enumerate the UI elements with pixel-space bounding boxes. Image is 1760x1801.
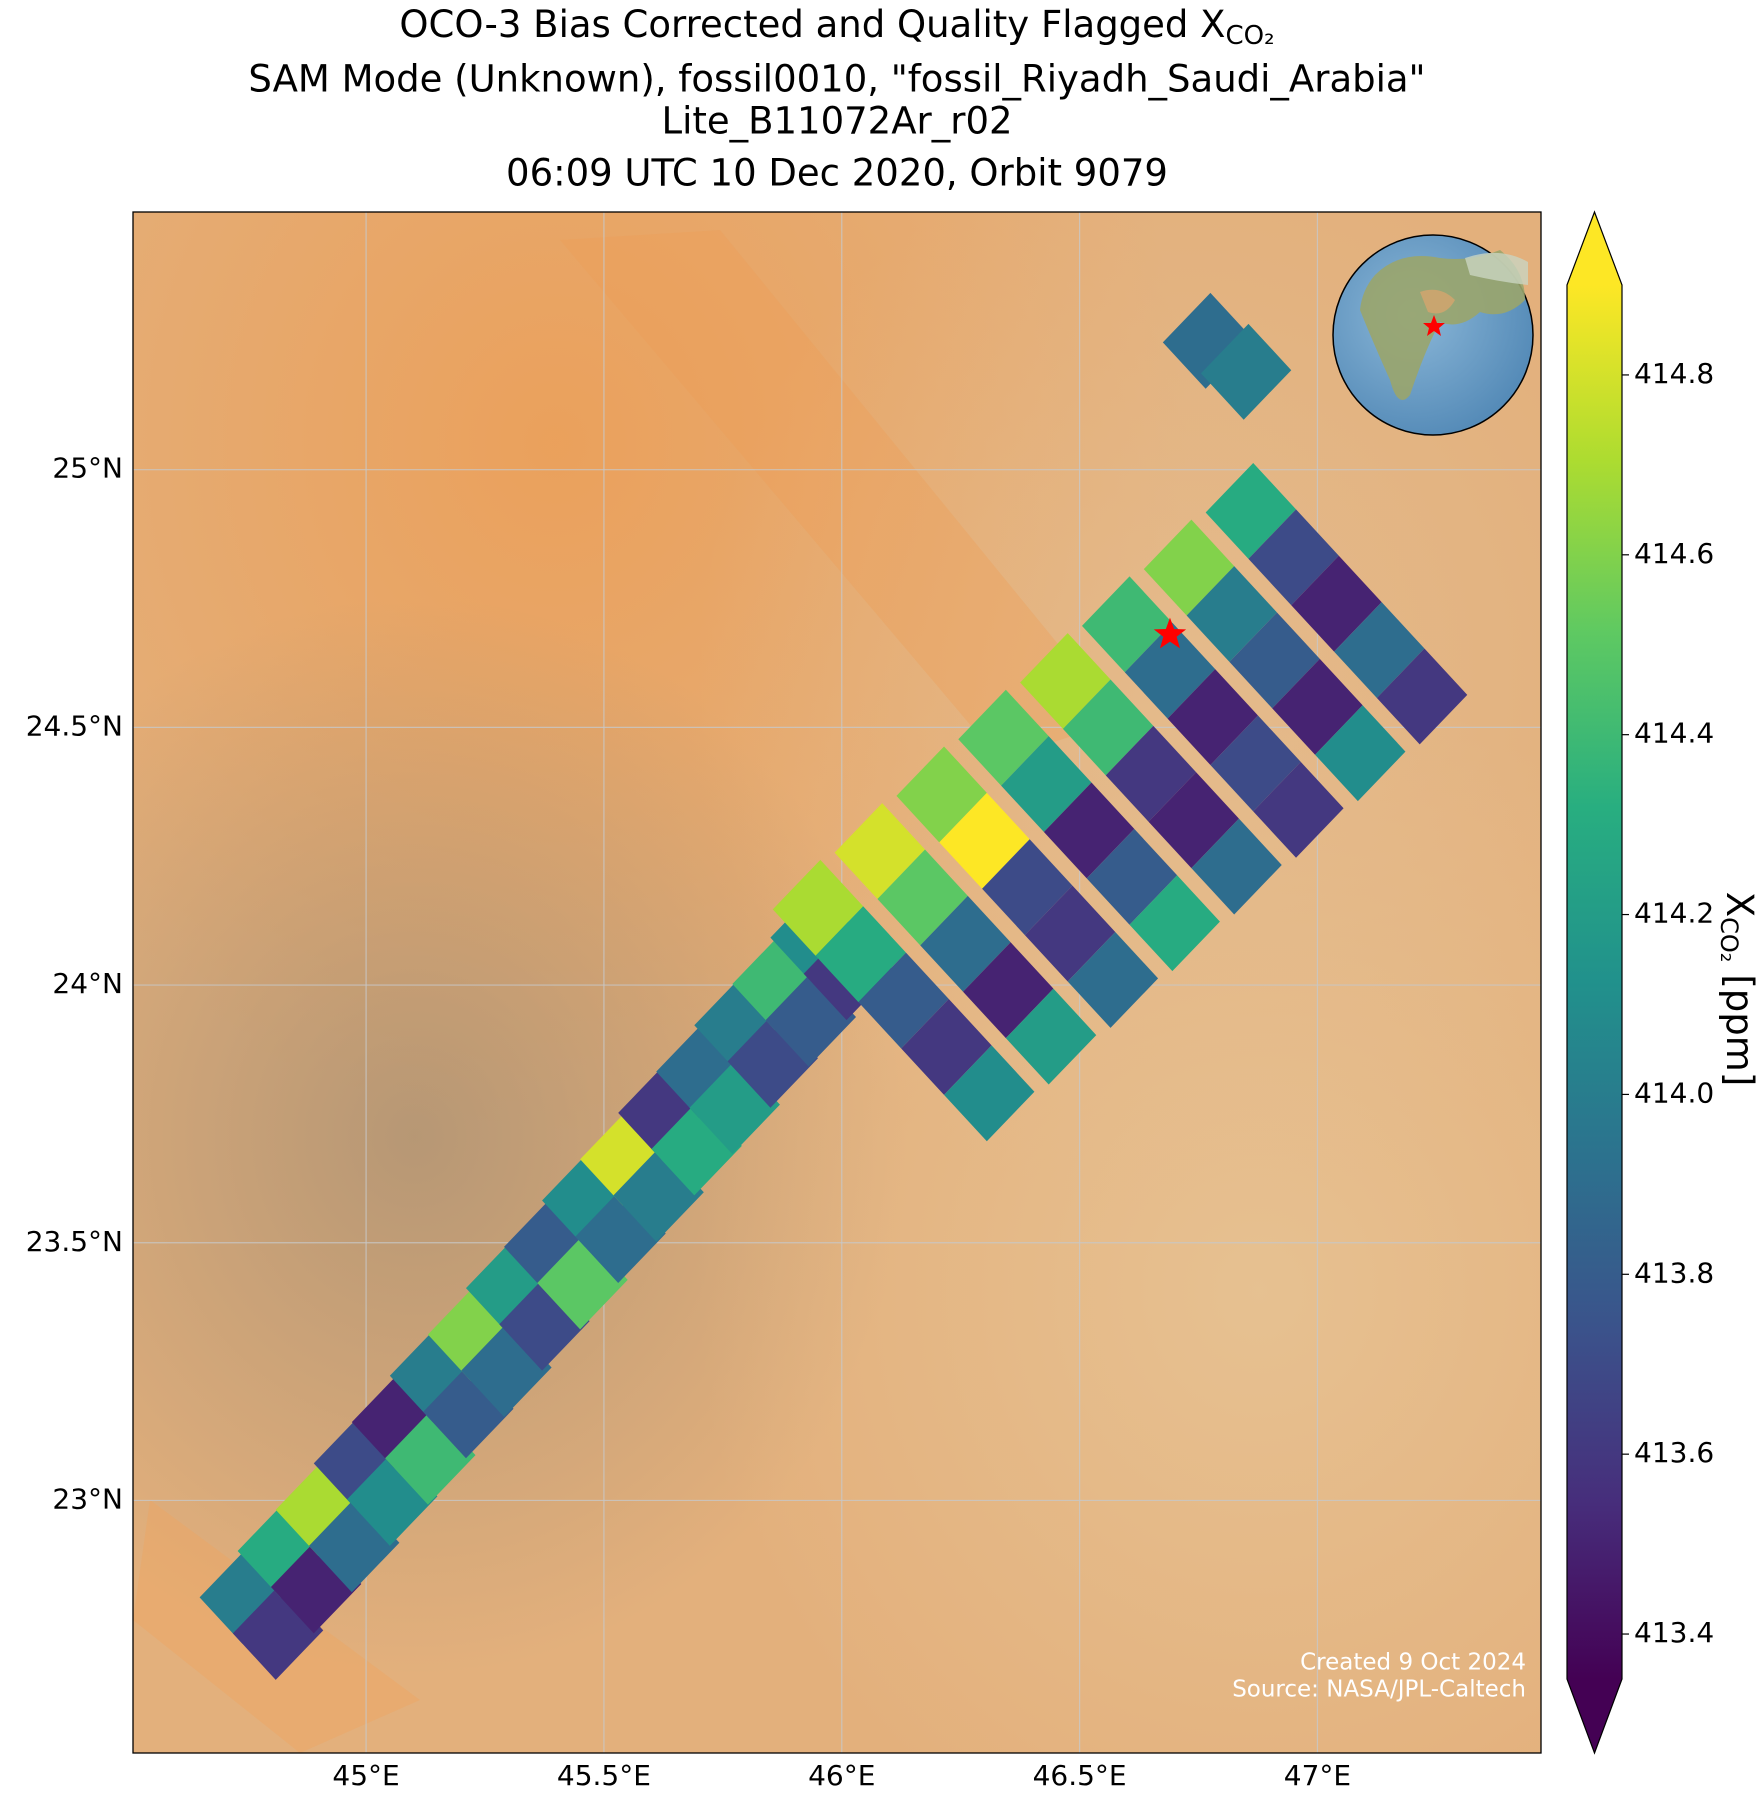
swath-cell bbox=[1062, 679, 1154, 776]
swath-cell bbox=[1143, 519, 1235, 616]
swath-cell bbox=[920, 895, 1011, 992]
annotation: Created 9 Oct 2024 bbox=[1300, 1650, 1526, 1676]
swath bbox=[199, 292, 1468, 1680]
swath-cell bbox=[1248, 509, 1339, 606]
y-tick-label: 24°N bbox=[52, 967, 123, 1000]
swath-cell bbox=[1086, 828, 1178, 925]
swath-cell bbox=[1191, 818, 1282, 915]
colorbar-tick-label: 414.0 bbox=[1634, 1076, 1714, 1109]
swath-cell bbox=[1229, 612, 1320, 709]
swath-cell bbox=[958, 689, 1049, 786]
colorbar-tick-label: 413.4 bbox=[1634, 1616, 1714, 1649]
map-frame bbox=[132, 211, 1542, 1754]
swath-cell bbox=[815, 906, 906, 1003]
colorbar-tick-label: 414.8 bbox=[1634, 357, 1714, 390]
x-tick-label: 46.5°E bbox=[1033, 1759, 1127, 1792]
x-tick-label: 47°E bbox=[1284, 1759, 1351, 1792]
swath-cell bbox=[963, 942, 1054, 1039]
title-line: SAM Mode (Unknown), fossil0010, "fossil_… bbox=[248, 58, 1425, 101]
colorbar-label-unit: [ppm] bbox=[1719, 974, 1760, 1086]
colorbar-label-text: X bbox=[1719, 892, 1760, 917]
title-line: 06:09 UTC 10 Dec 2020, Orbit 9079 bbox=[506, 152, 1168, 195]
swath-cell bbox=[982, 839, 1073, 936]
swath-cell bbox=[772, 859, 864, 956]
target-marker bbox=[1153, 617, 1187, 649]
swath-cell bbox=[1020, 633, 1111, 729]
swath-cell bbox=[858, 952, 949, 1049]
colorbar-body bbox=[1567, 285, 1622, 1679]
annotation: Source: NASA/JPL-Caltech bbox=[1232, 1677, 1526, 1703]
swath-cell bbox=[1124, 622, 1216, 719]
swath-cell bbox=[901, 998, 992, 1095]
swath-cell bbox=[1162, 292, 1254, 389]
y-tick-label: 23°N bbox=[52, 1482, 123, 1515]
y-tick-label: 23.5°N bbox=[26, 1225, 123, 1258]
title-line: OCO-3 Bias Corrected and Quality Flagged… bbox=[399, 3, 1274, 51]
colorbar-tick-label: 413.8 bbox=[1634, 1256, 1714, 1289]
title-text: OCO-3 Bias Corrected and Quality Flagged… bbox=[399, 3, 1225, 46]
y-tick-label: 25°N bbox=[52, 452, 123, 485]
x-tick-label: 46°E bbox=[808, 1759, 875, 1792]
swath-cell bbox=[1081, 576, 1173, 673]
swath-cell bbox=[1291, 555, 1382, 652]
swath-cell bbox=[1334, 602, 1425, 699]
swath-cell bbox=[1376, 648, 1468, 745]
title-subscript: CO₂ bbox=[1226, 21, 1275, 51]
swath-cell bbox=[877, 849, 968, 946]
swath-cell bbox=[1205, 462, 1297, 559]
swath-cell bbox=[1167, 669, 1258, 766]
swath-cell bbox=[1315, 705, 1406, 802]
swath-cell bbox=[896, 746, 987, 843]
colorbar-tick-label: 414.6 bbox=[1634, 537, 1714, 570]
swath-cell bbox=[939, 792, 1030, 889]
swath-cell bbox=[1200, 323, 1292, 420]
title-line: Lite_B11072Ar_r02 bbox=[661, 100, 1012, 143]
swath-cell bbox=[834, 803, 925, 900]
colorbar-tick-label: 414.2 bbox=[1634, 897, 1714, 930]
colorbar-frame bbox=[1566, 210, 1623, 1755]
swath-cell bbox=[1253, 761, 1344, 858]
colorbar-tick-label: 414.4 bbox=[1634, 717, 1714, 750]
colorbar-label-subscript: CO₂ bbox=[1715, 917, 1743, 962]
swath-cell bbox=[1210, 715, 1301, 812]
swath-cell bbox=[1272, 658, 1363, 755]
swath-cell bbox=[1043, 782, 1135, 879]
swath-cell bbox=[1129, 875, 1220, 972]
x-tick-label: 45.5°E bbox=[557, 1759, 651, 1792]
swath-cell bbox=[1105, 725, 1197, 822]
title: OCO-3 Bias Corrected and Quality Flagged… bbox=[399, 3, 1274, 51]
swath-cell bbox=[1067, 931, 1159, 1028]
swath-cell bbox=[1024, 885, 1116, 982]
swath-cell bbox=[944, 1045, 1035, 1142]
colorbar-tick-label: 413.6 bbox=[1634, 1436, 1714, 1469]
x-tick-label: 45°E bbox=[332, 1759, 399, 1792]
swath-cell bbox=[1186, 566, 1277, 662]
swath-cell bbox=[1001, 736, 1092, 833]
swath-cell bbox=[1005, 988, 1097, 1085]
colorbar-extend-top bbox=[1567, 212, 1622, 285]
swath-cell bbox=[1148, 772, 1239, 869]
colorbar-label: XCO₂ [ppm] bbox=[1715, 892, 1760, 1087]
colorbar: 413.4 413.6 413.8 414.0 414.2 414.4 414.6 414.8 bbox=[1566, 210, 1714, 1755]
globe-inset bbox=[1332, 234, 1534, 436]
y-tick-label: 24.5°N bbox=[26, 709, 123, 742]
colorbar-extend-bottom bbox=[1567, 1679, 1622, 1753]
